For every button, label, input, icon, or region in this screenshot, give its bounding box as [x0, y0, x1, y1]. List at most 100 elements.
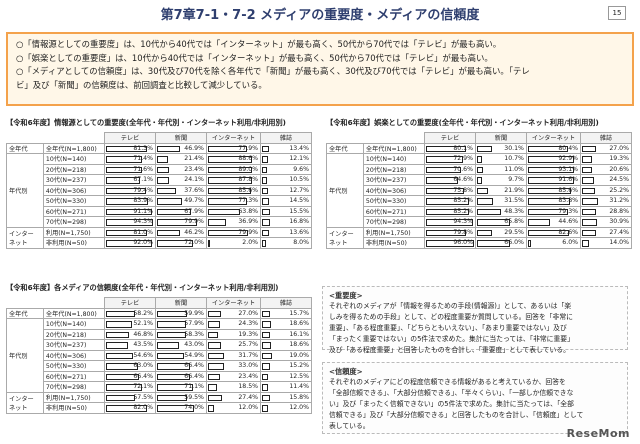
value-cell: 67.9%: [155, 205, 207, 217]
value-label: 12.5%: [289, 372, 309, 380]
value-label: 93.1%: [558, 165, 579, 173]
row-label: 30代(N=237): [362, 174, 426, 186]
info-importance-table-block: 【令和6年度】情報源としての重要度(全年代・年代別・インターネット利用/非利用別…: [6, 118, 312, 268]
value-label: 70.6%: [453, 165, 473, 173]
value-label: 79.9%: [238, 228, 259, 236]
value-bar: [262, 352, 272, 359]
value-bar: [207, 187, 251, 194]
value-bar: [426, 145, 467, 152]
table-row: 50代(N=330) 85.2% 31.5% 83.8% 31.2%: [327, 195, 632, 207]
value-bar: [582, 145, 596, 152]
value-label: 81.0%: [133, 228, 153, 236]
value-cell: 33.0%: [205, 360, 262, 372]
value-label: 31.2%: [609, 197, 629, 205]
summary-box: ○「情報源としての重要度」は、10代から40代では「インターネット」が最も高く、…: [6, 32, 634, 106]
value-bar: [207, 394, 222, 401]
value-cell: 81.3%: [104, 142, 156, 154]
value-bar: [157, 198, 182, 205]
value-cell: 79.9%: [155, 216, 207, 228]
row-group-label: インター ネット: [6, 226, 44, 249]
table-row: 非利用(N=50) 82.0% 74.0% 12.0% 12.0%: [7, 402, 312, 414]
value-label: 79.9%: [184, 218, 204, 226]
table-row: 50代(N=330) 83.9% 49.7% 77.3% 14.5%: [7, 195, 312, 207]
value-bar: [157, 384, 193, 391]
note-line: い」及び「まったく信頼できない」の5件法で求めた。集計に当たっては、「全部: [329, 400, 574, 408]
value-bar: [426, 208, 469, 215]
value-label: 91.6%: [558, 176, 579, 184]
value-cell: 71.6%: [104, 163, 156, 175]
column-header: 新聞: [475, 132, 527, 144]
row-label: 60代(N=271): [362, 205, 426, 217]
value-cell: 81.0%: [104, 226, 156, 238]
row-label: 10代(N=140): [362, 153, 426, 165]
note-heading: <重要度>: [329, 291, 363, 300]
value-label: 64.6%: [453, 176, 473, 184]
value-bar: [582, 229, 596, 236]
value-bar: [207, 156, 253, 163]
value-cell: 96.0%: [424, 237, 476, 249]
value-bar: [527, 177, 574, 184]
value-cell: 12.1%: [260, 153, 312, 165]
value-bar: [527, 219, 551, 226]
value-label: 46.8%: [133, 330, 153, 338]
table-row: インター ネット 利用(N=1,750) 57.5% 59.5% 27.4% 15.8%: [6, 391, 312, 414]
row-group-label: 年代別: [6, 153, 44, 228]
value-cell: 57.5%: [104, 391, 156, 403]
value-bar: [207, 177, 252, 184]
value-cell: 80.1%: [424, 142, 476, 154]
summary-line: ○「メディアとしての信頼度」は、30代及び70代を除く各年代で「新聞」が最も高く…: [16, 66, 530, 76]
value-cell: 92.9%: [525, 153, 582, 165]
table-row: 50代(N=330) 63.0% 66.4% 33.0% 15.2%: [7, 360, 312, 372]
value-bar: [207, 310, 222, 317]
value-bar: [582, 208, 597, 215]
value-label: 80.1%: [453, 144, 473, 152]
table-row: 40代(N=306) 75.8% 21.9% 85.6% 25.2%: [327, 184, 632, 196]
value-cell: 66.4%: [155, 370, 207, 382]
value-label: 54.6%: [133, 351, 153, 359]
value-bar: [262, 373, 269, 380]
value-label: 23.4%: [238, 372, 259, 380]
value-bar: [106, 198, 148, 205]
value-label: 85.2%: [453, 207, 473, 215]
value-label: 96.0%: [453, 239, 473, 247]
value-label: 88.6%: [238, 155, 259, 163]
value-bar: [262, 384, 268, 391]
value-label: 57.5%: [133, 393, 153, 401]
value-cell: 59.5%: [155, 391, 207, 403]
value-label: 72.0%: [184, 239, 204, 247]
value-cell: 15.2%: [260, 360, 312, 372]
value-bar: [477, 177, 482, 184]
value-bar: [106, 373, 140, 380]
value-bar: [207, 373, 220, 380]
value-bar: [207, 219, 227, 226]
value-bar: [477, 240, 510, 247]
value-cell: 31.7%: [205, 349, 262, 361]
table-row: 30代(N=237) 43.5% 43.0% 25.7% 18.6%: [7, 339, 312, 351]
row-group-label: インター ネット: [6, 391, 44, 414]
row-label: 利用(N=1,750): [42, 226, 106, 238]
value-cell: 85.6%: [205, 184, 262, 196]
value-cell: 27.4%: [580, 226, 632, 238]
value-label: 8.0%: [293, 239, 309, 247]
value-bar: [207, 405, 214, 412]
value-label: 44.6%: [558, 218, 579, 226]
value-label: 92.9%: [558, 155, 579, 163]
value-label: 11.4%: [289, 383, 309, 391]
value-cell: 8.0%: [260, 237, 312, 249]
value-cell: 31.2%: [580, 195, 632, 207]
value-cell: 83.9%: [104, 195, 156, 207]
value-bar: [106, 166, 142, 173]
value-cell: 49.7%: [155, 195, 207, 207]
table-row: 30代(N=237) 67.1% 24.1% 87.8% 10.5%: [7, 174, 312, 186]
row-label: 20代(N=218): [42, 163, 106, 175]
value-bar: [157, 219, 197, 226]
value-cell: 82.6%: [525, 226, 582, 238]
value-bar: [527, 145, 569, 152]
value-bar: [262, 166, 267, 173]
value-cell: 18.6%: [260, 339, 312, 351]
value-label: 46.2%: [184, 228, 204, 236]
value-label: 43.5%: [133, 341, 153, 349]
value-cell: 67.1%: [104, 174, 156, 186]
value-label: 27.0%: [238, 309, 259, 317]
table-row: 70代(N=298) 72.1% 71.1% 18.5% 11.4%: [7, 381, 312, 393]
